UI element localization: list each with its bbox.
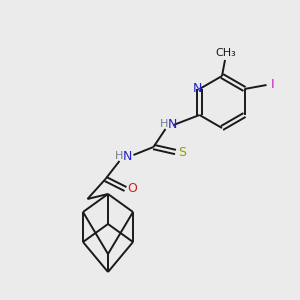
Text: H: H — [160, 119, 169, 129]
Text: N: N — [168, 118, 177, 130]
Text: I: I — [271, 79, 274, 92]
Text: O: O — [128, 182, 137, 196]
Text: N: N — [193, 82, 202, 95]
Text: N: N — [123, 149, 132, 163]
Text: H: H — [115, 151, 124, 161]
Text: S: S — [178, 146, 187, 158]
Text: CH₃: CH₃ — [216, 48, 236, 58]
